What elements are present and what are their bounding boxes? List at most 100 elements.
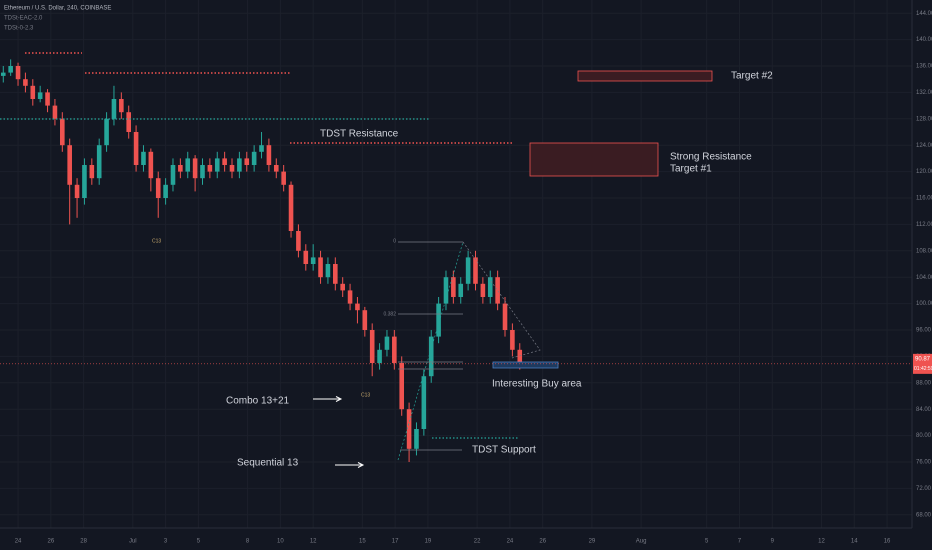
y-tick-label: 140.00 (916, 37, 932, 43)
candle-body (281, 171, 286, 185)
axes: 68.0072.0076.0080.0084.0088.0092.0096.00… (0, 11, 932, 545)
x-tick-label: Jul (129, 539, 137, 545)
y-tick-label: 124.00 (916, 143, 932, 149)
candle-body (517, 349, 523, 364)
annotation: TDST Resistance (320, 129, 399, 140)
x-tick-label: Aug (636, 539, 647, 545)
indicator: TDSt-0-2.3 (4, 26, 34, 32)
y-tick-label: 108.00 (916, 248, 932, 254)
symbol: Ethereum / U.S. Dollar, 240, COINBASE (4, 6, 111, 12)
candle-body (266, 145, 272, 165)
fib-label: 0 (393, 238, 396, 244)
candle-body (333, 264, 338, 284)
candle-body (406, 409, 412, 449)
candle-body (451, 277, 456, 297)
candle-body (89, 165, 95, 179)
candle-body (214, 158, 220, 172)
candle-body (384, 336, 390, 350)
x-tick-label: 5 (705, 539, 709, 545)
x-tick-label: 16 (884, 539, 891, 545)
candle-body (296, 231, 301, 251)
price-label: 90.87 (915, 356, 931, 362)
y-tick-label: 112.00 (916, 222, 932, 228)
candle-body (421, 376, 427, 429)
candle-body (237, 158, 242, 172)
arrow-head (335, 396, 343, 402)
y-tick-label: 68.00 (916, 512, 932, 518)
x-tick-label: 24 (15, 539, 22, 545)
candle-body (207, 165, 213, 172)
x-tick-label: 19 (425, 539, 432, 545)
candle-body (473, 257, 478, 284)
candle-body (96, 145, 102, 179)
candle-body (369, 330, 375, 363)
candle-body (163, 184, 168, 198)
resistance-box (529, 142, 659, 177)
candle-body (310, 257, 316, 264)
y-tick-label: 104.00 (916, 275, 932, 281)
candle-body (487, 277, 493, 297)
x-tick-label: 3 (164, 539, 168, 545)
candle-body (510, 330, 515, 350)
candle-body (355, 303, 360, 311)
arrow-head (357, 462, 365, 468)
x-tick-label: 22 (474, 539, 481, 545)
y-tick-label: 84.00 (916, 407, 932, 413)
candle-body (30, 85, 36, 99)
candle-body (192, 158, 198, 179)
buy-box (492, 361, 559, 369)
x-tick-label: 15 (359, 539, 366, 545)
annotation: TDST Support (472, 445, 536, 456)
x-tick-label: 5 (197, 539, 201, 545)
y-tick-label: 132.00 (916, 90, 932, 96)
candle-body (74, 184, 80, 198)
target-box (577, 70, 713, 82)
count-label: C13 (152, 238, 161, 244)
x-tick-label: 28 (80, 539, 87, 545)
y-tick-label: 144.00 (916, 11, 932, 17)
candle-body (399, 363, 405, 410)
countdown: 01:42:59 (914, 366, 932, 372)
candle-body (15, 66, 21, 80)
candle-body (8, 66, 13, 73)
candle-body (104, 118, 109, 146)
candles (0, 59, 523, 462)
candle-body (288, 184, 294, 231)
candle-body (428, 336, 434, 377)
candle-body (392, 336, 397, 363)
candle-body (82, 165, 87, 198)
y-tick-label: 136.00 (916, 64, 932, 70)
y-tick-label: 96.00 (916, 328, 932, 334)
candle-body (45, 92, 50, 106)
candle-body (111, 99, 117, 119)
candle-body (414, 429, 419, 449)
y-tick-label: 128.00 (916, 116, 932, 122)
y-tick-label: 80.00 (916, 433, 932, 439)
candle-body (259, 145, 264, 152)
x-tick-label: 14 (851, 539, 858, 545)
y-tick-label: 116.00 (916, 196, 932, 202)
pattern-line (462, 241, 541, 359)
candle-body (155, 178, 161, 198)
x-tick-label: 8 (246, 539, 250, 545)
candle-body (200, 165, 205, 179)
y-tick-label: 76.00 (916, 460, 932, 466)
x-tick-label: 24 (507, 539, 514, 545)
candle-body (222, 158, 227, 165)
candle-body (60, 118, 65, 146)
candle-body (119, 99, 124, 113)
candle-body (273, 165, 279, 172)
candle-body (502, 303, 508, 330)
x-tick-label: 29 (589, 539, 596, 545)
candle-body (244, 158, 250, 165)
pattern-line (397, 241, 464, 461)
candle-body (436, 303, 441, 337)
candle-body (480, 283, 486, 297)
y-tick-label: 100.00 (916, 301, 932, 307)
grid (0, 0, 912, 528)
candle-body (458, 283, 464, 297)
candle-body (465, 257, 471, 284)
count-label: C13 (361, 392, 370, 398)
candle-body (340, 283, 345, 291)
drawings: TDST Resistance Target #2 Strong Resista… (0, 52, 773, 469)
